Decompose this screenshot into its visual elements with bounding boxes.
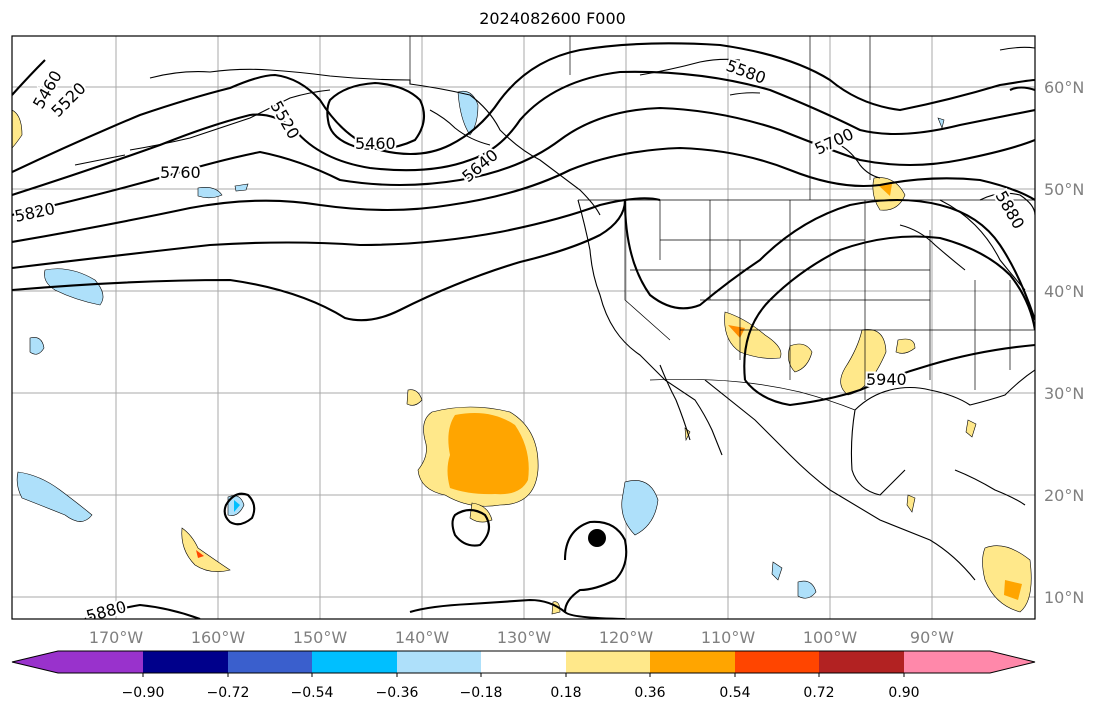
contour-label: 5460 [355,134,396,153]
latitude-labels: 60°N 50°N 40°N 30°N 20°N 10°N [1044,78,1084,607]
height-contours [12,42,1035,619]
latitude-tick-label: 40°N [1044,282,1084,301]
longitude-tick-label: 90°W [910,628,954,647]
latitude-tick-label: 50°N [1044,180,1084,199]
latitude-tick-label: 10°N [1044,588,1084,607]
anomaly-negative-region [234,183,249,192]
anomaly-positive-region [840,329,887,396]
colorbar-tick-label: −0.54 [291,685,334,701]
colorbar-tick-label: 0.36 [634,685,665,701]
colorbar-tick-label: −0.36 [376,685,419,701]
anomaly-positive-region [788,343,813,373]
colorbar-extend-high [990,651,1035,673]
anomaly-strong-region [1004,580,1022,600]
anomaly-negative-region [937,117,945,129]
longitude-tick-label: 160°W [191,628,246,647]
map-frame [11,35,1036,620]
colorbar-segment [312,651,397,673]
colorbar-segment [566,651,650,673]
shaded-regions [12,91,1032,615]
anomaly-negative-region [16,471,93,522]
anomaly-strong-region [196,550,204,558]
anomaly-positive-region [684,427,691,442]
longitude-tick-label: 110°W [701,628,756,647]
longitude-tick-label: 130°W [497,628,552,647]
anomaly-negative-region [797,580,817,599]
colorbar: −0.90 −0.72 −0.54 −0.36 −0.18 0.18 0.36 0.54 0.7… [11,650,1036,701]
colorbar-segment [819,651,904,673]
map-title: 2024082600 F000 [479,9,626,28]
anomaly-positive-region [965,419,977,438]
anomaly-strong-region [447,412,529,495]
anomaly-negative-region [197,187,223,199]
anomaly-positive-region [181,527,231,572]
anomaly-positive-region [895,338,916,354]
longitude-tick-label: 120°W [599,628,654,647]
anomaly-negative-region [29,337,45,355]
anomaly-negative-region [457,91,479,136]
colorbar-tick-label: 0.72 [803,685,834,701]
latitude-tick-label: 20°N [1044,486,1084,505]
anomaly-positive-region [12,109,23,149]
colorbar-segment [650,651,735,673]
colorbar-tick-label: 0.18 [550,685,581,701]
anomaly-negative-region [621,480,659,536]
longitude-tick-label: 100°W [803,628,858,647]
colorbar-segment [143,651,228,673]
contour-label: 5940 [866,370,907,389]
colorbar-segment [481,651,566,673]
colorbar-tick-label: −0.72 [207,685,250,701]
colorbar-segment [58,651,143,673]
colorbar-segment [397,651,481,673]
anomaly-negative-region [771,561,783,581]
colorbar-tick-label: 0.54 [719,685,750,701]
anomaly-strong-region [728,325,745,338]
colorbar-segment [735,651,819,673]
latitude-tick-label: 60°N [1044,78,1084,97]
contour-label: 5760 [160,163,201,182]
colorbar-tick-label: 0.90 [888,685,919,701]
colorbar-tick-label: −0.18 [460,685,503,701]
longitude-tick-label: 140°W [395,628,450,647]
storm-marker [588,529,606,547]
colorbar-segment [904,651,990,673]
anomaly-negative-region [234,500,240,512]
anomaly-negative-region [44,268,104,306]
anomaly-positive-region [724,311,782,359]
colorbar-tick-label: −0.90 [122,685,165,701]
longitude-labels: 170°W 160°W 150°W 140°W 130°W 120°W 110°W 100°W… [89,628,954,647]
anomaly-strong-region [878,184,892,196]
colorbar-outline [11,650,1036,674]
longitude-tick-label: 150°W [293,628,348,647]
latitude-tick-label: 30°N [1044,384,1084,403]
colorbar-extend-low [12,651,58,673]
anomaly-positive-region [406,389,423,406]
anomaly-positive-region [906,494,916,513]
colorbar-segment [228,651,312,673]
longitude-tick-label: 170°W [89,628,144,647]
